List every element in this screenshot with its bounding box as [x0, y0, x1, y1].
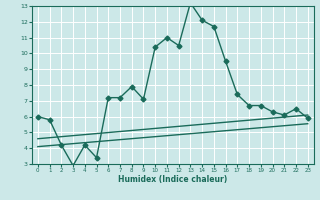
X-axis label: Humidex (Indice chaleur): Humidex (Indice chaleur): [118, 175, 228, 184]
